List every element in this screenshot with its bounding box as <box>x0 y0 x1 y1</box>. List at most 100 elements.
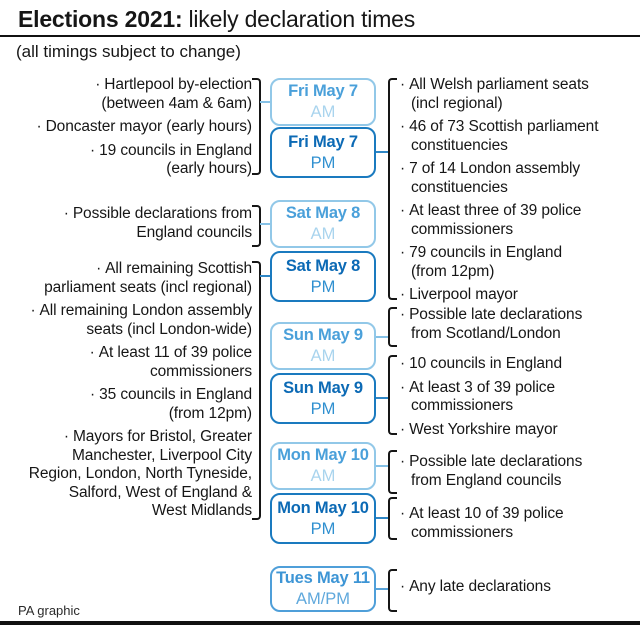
right-group-fri-may-7-pm: · All Welsh parliament seats (incl region… <box>400 76 635 310</box>
event-text: Mayors for Bristol, Greater Manchester, … <box>28 428 252 519</box>
event-item: · Liverpool mayor <box>400 286 635 305</box>
event-text: At least 10 of 39 police commissioners <box>409 505 564 541</box>
page-title: Elections 2021: likely declaration times <box>18 6 415 33</box>
event-text: Possible late declarations from Scotland… <box>409 306 583 342</box>
event-text: All remaining Scottish parliament seats … <box>44 260 252 296</box>
timebox-period: PM <box>310 399 336 418</box>
connector-right-fri-pm <box>376 151 388 153</box>
event-item: · 19 councils in England (early hours) <box>2 142 252 179</box>
bullet: · <box>96 260 102 277</box>
bracket-right-sun-am <box>388 307 397 347</box>
timebox-period: AM <box>310 225 336 243</box>
left-group-fri-may-7-am: · Hartlepool by-election (between 4am & 6… <box>2 76 253 184</box>
connector-left-sat-pm <box>260 275 270 277</box>
event-text: West Yorkshire mayor <box>409 420 558 438</box>
bullet: · <box>89 344 95 361</box>
event-item: · All remaining London assembly seats (in… <box>2 302 252 339</box>
title-bold: Elections 2021: <box>18 6 183 32</box>
event-item: · 7 of 14 London assembly constituencies <box>400 160 635 197</box>
event-text: All remaining London assembly seats (inc… <box>39 302 253 338</box>
event-item: · At least three of 39 police commissione… <box>400 202 635 239</box>
timebox-mon-may-10-pm: Mon May 10 PM <box>270 493 376 544</box>
timebox-date: Tues May 11 <box>276 569 370 587</box>
connector-right-mon-pm <box>376 517 388 519</box>
right-group-tues-may-11: · Any late declarations <box>400 578 635 602</box>
connector-right-mon-am <box>376 465 388 467</box>
bracket-right-tues <box>388 569 397 612</box>
bracket-left-fri-am <box>252 78 261 175</box>
event-text: At least 3 of 39 police commissioners <box>409 378 555 415</box>
bullet: · <box>90 386 96 403</box>
event-item: · At least 11 of 39 police commissioners <box>2 344 252 381</box>
bullet: · <box>400 355 406 372</box>
bullet: · <box>400 286 406 303</box>
event-text: At least 11 of 39 police commissioners <box>98 344 252 380</box>
event-item: · 35 councils in England (from 12pm) <box>2 386 252 423</box>
bullet: · <box>400 160 406 177</box>
connector-left-sat-am <box>260 223 270 225</box>
event-text: At least three of 39 police commissioner… <box>409 202 582 238</box>
bracket-right-mon-pm <box>388 497 397 540</box>
timebox-period: PM <box>310 153 336 172</box>
event-item: · Doncaster mayor (early hours) <box>2 118 253 137</box>
timebox-date: Mon May 10 <box>277 498 369 517</box>
timebox-fri-may-7-pm: Fri May 7 PM <box>270 127 376 178</box>
bracket-right-mon-am <box>388 450 397 494</box>
bullet: · <box>400 378 406 396</box>
bullet: · <box>400 420 406 438</box>
event-text: Any late declarations <box>409 578 551 595</box>
timebox-sun-may-9-pm: Sun May 9 PM <box>270 373 376 424</box>
left-group-sat-may-8-pm: · All remaining Scottish parliament seats… <box>2 260 252 526</box>
bullet: · <box>400 244 406 261</box>
bottom-rule <box>0 621 640 625</box>
bullet: · <box>400 76 406 93</box>
bullet: · <box>400 118 406 135</box>
event-text: 35 councils in England (from 12pm) <box>99 386 252 422</box>
timebox-date: Sat May 8 <box>285 204 361 222</box>
event-item: · 46 of 73 Scottish parliament constituen… <box>400 118 635 155</box>
event-text: 7 of 14 London assembly constituencies <box>409 160 580 196</box>
event-item: · Possible late declarations from England… <box>400 453 635 490</box>
connector-right-sun-am <box>376 336 388 338</box>
pa-graphic-credit: PA graphic <box>18 603 80 618</box>
bullet: · <box>400 505 406 522</box>
timebox-period: AM <box>310 103 336 121</box>
event-text: 79 councils in England (from 12pm) <box>409 244 562 280</box>
bracket-left-sat-pm <box>252 261 261 520</box>
event-text: 46 of 73 Scottish parliament constituenc… <box>409 118 599 154</box>
event-text: 10 councils in England <box>409 355 562 372</box>
bullet: · <box>90 141 96 159</box>
timebox-period: AM <box>310 347 336 365</box>
bullet: · <box>95 76 101 93</box>
left-group-sat-may-8-am: · Possible declarations from England coun… <box>2 205 252 247</box>
event-item: · Hartlepool by-election (between 4am & 6… <box>2 76 252 113</box>
bullet: · <box>63 205 69 222</box>
bullet: · <box>400 578 406 595</box>
event-item: · At least 10 of 39 police commissioners <box>400 505 635 542</box>
event-text: Doncaster mayor (early hours) <box>45 118 253 135</box>
event-item: · At least 3 of 39 police commissioners <box>400 379 635 416</box>
event-item: · Possible declarations from England coun… <box>2 205 252 242</box>
event-item: · All remaining Scottish parliament seats… <box>2 260 252 297</box>
right-group-mon-may-10-am: · Possible late declarations from England… <box>400 453 635 495</box>
event-item: · 10 councils in England <box>400 355 635 374</box>
timebox-period: PM <box>310 519 336 538</box>
timebox-date: Sat May 8 <box>285 256 361 275</box>
connector-left-fri-am <box>260 101 270 103</box>
event-text: Liverpool mayor <box>409 286 518 303</box>
bullet: · <box>63 428 69 445</box>
right-group-sun-may-9-am: · Possible late declarations from Scotlan… <box>400 306 635 348</box>
timebox-sun-may-9-am: Sun May 9 AM <box>270 322 376 370</box>
timebox-fri-may-7-am: Fri May 7 AM <box>270 78 376 126</box>
timebox-sat-may-8-am: Sat May 8 AM <box>270 200 376 248</box>
bracket-left-sat-am <box>252 205 261 247</box>
timebox-sat-may-8-pm: Sat May 8 PM <box>270 251 376 302</box>
timebox-tues-may-11-ampm: Tues May 11 AM/PM <box>270 566 376 612</box>
subtitle: (all timings subject to change) <box>16 42 241 61</box>
event-item: · 79 councils in England (from 12pm) <box>400 244 635 281</box>
timebox-period: AM <box>310 467 336 485</box>
event-text: Possible late declarations from England … <box>409 453 583 489</box>
timebox-period: PM <box>310 277 336 296</box>
event-text: Possible declarations from England counc… <box>72 205 252 241</box>
